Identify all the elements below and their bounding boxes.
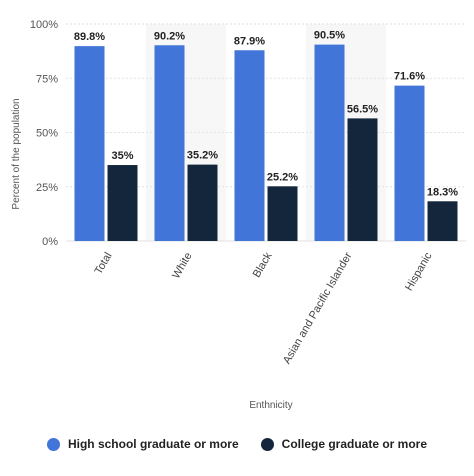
data-label: 71.6% [394,71,425,83]
bar-high-school [394,85,425,242]
y-axis-ticks: 0% 25% 50% 75% 100% [30,19,58,248]
y-tick-label: 75% [36,73,58,85]
legend-item-high-school[interactable]: High school graduate or more [46,437,239,451]
y-tick-label: 0% [42,236,58,248]
legend: High school graduate or more College gra… [0,437,474,451]
data-label: 35.2% [187,150,218,162]
y-axis-title: Percent of the population [11,98,22,209]
y-tick-label: 25% [36,182,58,194]
data-labels: 89.8% 35% 90.2% 35.2% 87.9% 25.2% 90.5% 56.5% 71… [74,30,458,199]
legend-item-college[interactable]: College graduate or more [260,437,428,451]
x-tick-label: White [170,251,194,281]
x-axis-ticks: Total White Black Asian and Pacific Islande… [93,250,435,366]
data-label: 25.2% [267,171,298,183]
x-tick-label: Hispanic [403,250,435,293]
data-label: 35% [111,150,133,162]
data-label: 89.8% [74,31,105,43]
data-label: 87.9% [234,35,265,47]
y-tick-label: 100% [30,19,58,31]
data-label: 90.2% [154,30,185,42]
bar-high-school [74,46,105,241]
x-tick-label: Black [251,250,275,280]
x-axis-title: Enthnicity [249,400,292,411]
y-tick-label: 50% [36,128,58,140]
data-label: 90.5% [314,30,345,42]
legend-swatch-high-school [46,437,60,451]
x-tick-label: Asian and Pacific Islander [281,250,355,366]
bar-high-school [314,44,345,241]
bars [74,44,458,242]
bar-high-school [234,50,265,241]
bar-college [427,201,458,241]
data-label: 18.3% [427,186,458,198]
bar-high-school [154,45,185,242]
bar-college [347,118,378,241]
bar-college [187,164,218,241]
bar-college [267,186,298,241]
x-tick-label: Total [93,251,115,277]
legend-label-high-school: High school graduate or more [67,437,239,451]
bar-college [107,165,138,241]
legend-swatch-college [260,437,274,451]
data-label: 56.5% [347,103,378,115]
legend-label-college: College graduate or more [281,437,428,451]
